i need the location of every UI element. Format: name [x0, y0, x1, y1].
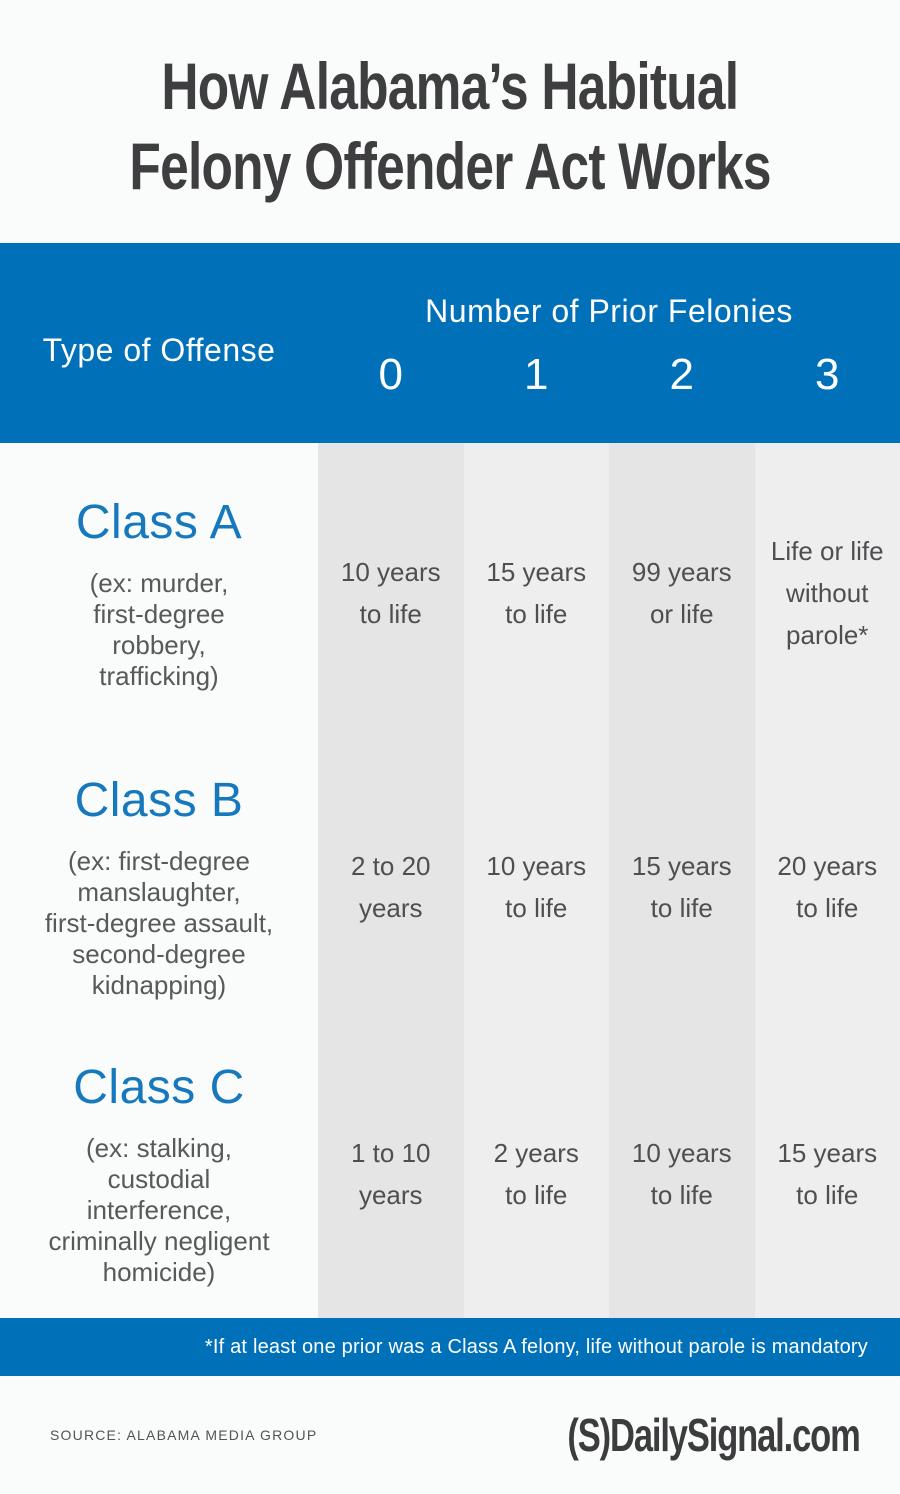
row-label-class-a: Class A (ex: murder, first-degree robber… [0, 443, 318, 743]
class-c-title: Class C [73, 1061, 245, 1114]
sentence-cell-a-0: 10 years to life [318, 443, 464, 743]
offense-column-header: Type of Offense [0, 243, 318, 443]
priors-header-group: Number of Prior Felonies 0 1 2 3 [318, 243, 900, 443]
table-header: Type of Offense Number of Prior Felonies… [0, 243, 900, 443]
priors-count-row: 0 1 2 3 [318, 350, 900, 400]
row-label-class-c: Class C (ex: stalking, custodial interfe… [0, 1030, 318, 1318]
sentence-cell-b-2: 15 years to life [609, 743, 755, 1030]
offense-header-label: Type of Offense [42, 331, 276, 368]
prior-count-1: 1 [524, 349, 549, 399]
source-credit: SOURCE: ALABAMA MEDIA GROUP [50, 1427, 318, 1443]
sentence-cell-b-0: 2 to 20 years [318, 743, 464, 1030]
sentence-cell-a-1: 15 years to life [463, 443, 609, 743]
page-title-text-2: Felony Offender Act Works [129, 128, 771, 203]
sentence-cell-a-2: 99 years or life [609, 443, 755, 743]
prior-count-3: 3 [815, 349, 840, 399]
daily-signal-logo-mark: (S) [567, 1409, 612, 1461]
priors-header-label: Number of Prior Felonies [425, 292, 793, 329]
page-title-text-1: How Alabama’s Habitual [161, 48, 740, 123]
page-title-line-1: How Alabama’s Habitual [80, 46, 820, 126]
footnote-text: *If at least one prior was a Class A fel… [204, 1335, 868, 1358]
sentence-cell-a-3: Life or life without parole* [754, 443, 900, 743]
prior-count-0: 0 [378, 349, 403, 399]
class-a-examples: (ex: murder, first-degree robbery, traff… [89, 567, 229, 691]
sentence-cell-b-3: 20 years to life [754, 743, 900, 1030]
bottom-bar: SOURCE: ALABAMA MEDIA GROUP (S)DailySign… [0, 1376, 900, 1494]
daily-signal-logo-text: DailySignal.com [610, 1409, 861, 1461]
class-a-title: Class A [75, 495, 243, 549]
class-c-examples: (ex: stalking, custodial interference, c… [48, 1133, 270, 1287]
class-b-title: Class B [74, 773, 244, 827]
sentence-cell-c-3: 15 years to life [754, 1030, 900, 1318]
sentence-cell-c-1: 2 years to life [463, 1030, 609, 1318]
sentence-cell-b-1: 10 years to life [463, 743, 609, 1030]
sentence-cell-c-0: 1 to 10 years [318, 1030, 464, 1318]
table-body: Class A (ex: murder, first-degree robber… [0, 443, 900, 1318]
row-label-class-b: Class B (ex: first-degree manslaughter, … [0, 743, 318, 1030]
title-section: How Alabama’s Habitual Felony Offender A… [0, 0, 900, 243]
class-b-examples: (ex: first-degree manslaughter, first-de… [44, 845, 274, 1000]
prior-count-2: 2 [669, 349, 694, 399]
page-title-line-2: Felony Offender Act Works [39, 126, 861, 206]
daily-signal-logo: (S)DailySignal.com [567, 1408, 861, 1462]
footnote-bar: *If at least one prior was a Class A fel… [0, 1318, 900, 1376]
sentence-cell-c-2: 10 years to life [609, 1030, 755, 1318]
